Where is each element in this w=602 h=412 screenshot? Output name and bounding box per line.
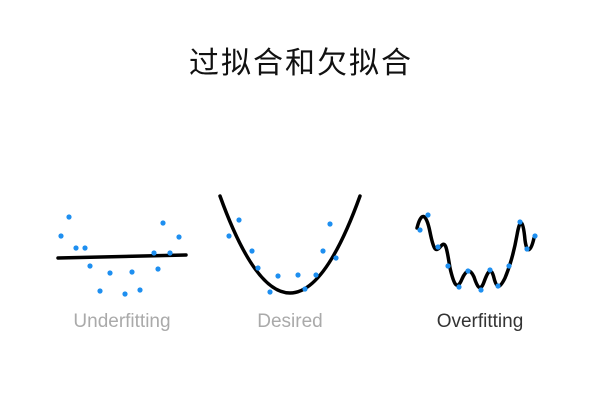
data-point (122, 291, 128, 297)
overfitting-data-points (417, 212, 538, 293)
diagram-title: 过拟合和欠拟合 (189, 46, 413, 81)
data-point (295, 272, 301, 278)
data-point (87, 263, 93, 269)
data-point (524, 246, 530, 252)
underfitting-label: Underfitting (73, 311, 171, 332)
data-point (160, 220, 166, 226)
data-point (107, 270, 113, 276)
data-point (517, 219, 523, 225)
data-point (255, 265, 261, 271)
overfitting-panel (415, 212, 538, 293)
data-point (465, 268, 471, 274)
underfitting-panel (56, 214, 188, 297)
desired-fit-curve (218, 194, 362, 295)
data-point (236, 217, 242, 223)
data-point (226, 233, 232, 239)
data-point (313, 272, 319, 278)
data-point (167, 250, 173, 256)
data-point (506, 263, 512, 269)
data-point (82, 245, 88, 251)
data-point (333, 255, 339, 261)
data-point (456, 284, 462, 290)
desired-panel (218, 194, 362, 295)
data-point (151, 250, 157, 256)
data-point (275, 273, 281, 279)
data-point (532, 233, 538, 239)
data-point (320, 248, 326, 254)
data-point (73, 245, 79, 251)
data-point (478, 287, 484, 293)
data-point (129, 269, 135, 275)
data-point (445, 263, 451, 269)
data-point (487, 267, 493, 273)
data-point (417, 227, 423, 233)
data-point (435, 244, 441, 250)
desired-label: Desired (257, 311, 323, 332)
data-point (176, 234, 182, 240)
data-point (58, 233, 64, 239)
underfitting-fit-line (56, 253, 188, 260)
overfitting-fit-curve (415, 214, 536, 290)
data-point (267, 289, 273, 295)
data-point (66, 214, 72, 220)
data-point (137, 287, 143, 293)
data-point (302, 286, 308, 292)
data-point (425, 212, 431, 218)
underfitting-data-points (58, 214, 182, 297)
data-point (327, 221, 333, 227)
data-point (249, 248, 255, 254)
data-point (155, 266, 161, 272)
desired-data-points (226, 217, 339, 295)
data-point (97, 288, 103, 294)
overfitting-label: Overfitting (436, 311, 524, 332)
data-point (495, 283, 501, 289)
